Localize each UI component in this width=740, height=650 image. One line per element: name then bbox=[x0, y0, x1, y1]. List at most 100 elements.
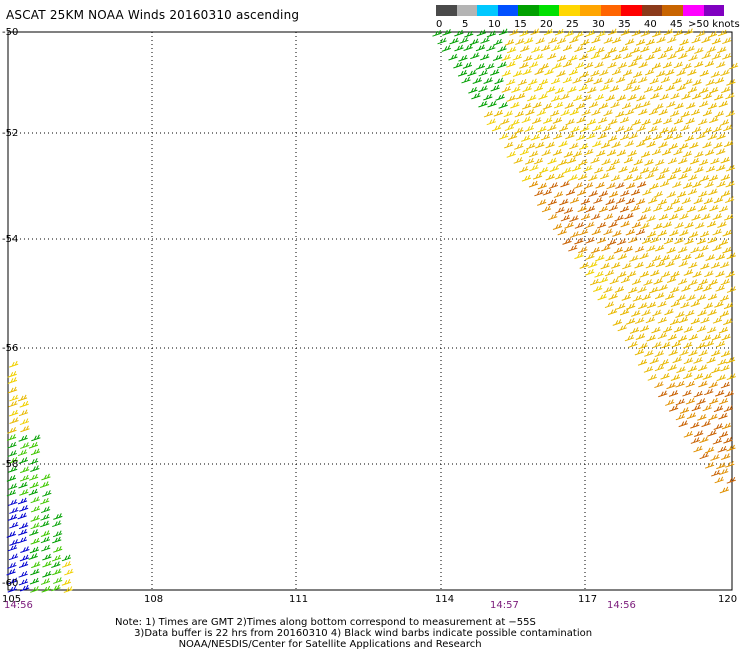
wind-barb bbox=[726, 373, 736, 381]
wind-barb bbox=[471, 92, 481, 100]
wind-barb bbox=[691, 126, 702, 134]
wind-barb bbox=[711, 37, 722, 45]
wind-barb bbox=[566, 157, 577, 164]
wind-barb bbox=[728, 62, 739, 70]
wind-barb bbox=[528, 78, 538, 86]
wind-barb bbox=[622, 52, 633, 60]
wind-barb bbox=[535, 141, 545, 149]
wind-barb bbox=[18, 570, 28, 578]
wind-barb bbox=[548, 213, 558, 221]
wind-barb bbox=[653, 191, 663, 198]
wind-barb bbox=[620, 220, 630, 228]
wind-barb bbox=[690, 317, 701, 325]
wind-barb bbox=[711, 53, 721, 60]
legend-tick-label: 15 bbox=[514, 19, 527, 30]
wind-barb bbox=[543, 28, 554, 36]
wind-barb bbox=[591, 213, 601, 221]
wind-barb bbox=[628, 60, 638, 68]
wind-barb bbox=[611, 36, 622, 44]
wind-barb bbox=[689, 157, 700, 165]
wind-barb bbox=[545, 141, 555, 149]
wind-barb bbox=[583, 165, 593, 172]
wind-barb bbox=[707, 236, 717, 244]
legend-tick-label: 40 bbox=[644, 19, 657, 30]
wind-barb bbox=[557, 228, 567, 236]
wind-barb bbox=[652, 204, 663, 212]
lon-label: 117 bbox=[578, 594, 598, 605]
wind-barbs bbox=[6, 28, 739, 593]
wind-barb bbox=[17, 394, 28, 402]
wind-barb bbox=[674, 102, 684, 110]
wind-barb bbox=[637, 286, 647, 293]
wind-barb bbox=[7, 585, 17, 593]
wind-barb bbox=[718, 100, 728, 108]
wind-barb bbox=[687, 188, 698, 196]
wind-barb bbox=[691, 36, 701, 44]
wind-barb bbox=[28, 553, 38, 560]
wind-barb bbox=[621, 102, 632, 110]
wind-barb bbox=[547, 198, 558, 206]
wind-barb bbox=[40, 536, 51, 544]
wind-barb bbox=[670, 198, 681, 205]
wind-barb bbox=[723, 124, 733, 132]
wind-barb bbox=[702, 92, 712, 100]
wind-barb bbox=[634, 245, 645, 253]
wind-barb bbox=[562, 60, 573, 68]
wind-barb bbox=[510, 119, 520, 126]
wind-barb bbox=[601, 158, 611, 166]
wind-barb bbox=[649, 182, 659, 190]
wind-barb bbox=[614, 286, 625, 293]
wind-barb bbox=[673, 61, 683, 69]
wind-barb bbox=[652, 30, 662, 38]
wind-barb bbox=[686, 102, 696, 109]
wind-barb bbox=[61, 579, 71, 586]
wind-barb bbox=[499, 132, 509, 140]
wind-barb bbox=[698, 278, 708, 286]
wind-barb bbox=[613, 246, 623, 254]
wind-barb bbox=[654, 364, 665, 372]
time-label: 14:57 bbox=[490, 600, 519, 611]
wind-barb bbox=[604, 301, 615, 309]
wind-barb bbox=[725, 196, 735, 204]
wind-barb bbox=[667, 126, 678, 134]
wind-barb bbox=[7, 562, 17, 569]
wind-barb bbox=[592, 124, 602, 132]
wind-barb bbox=[478, 85, 488, 93]
wind-barb bbox=[574, 237, 584, 245]
wind-barb bbox=[529, 164, 539, 172]
wind-barb bbox=[660, 167, 670, 174]
wind-barb bbox=[688, 231, 699, 238]
wind-barb bbox=[647, 374, 657, 381]
wind-barb bbox=[514, 127, 524, 134]
wind-speed-legend bbox=[436, 5, 725, 16]
wind-barb bbox=[657, 300, 667, 308]
wind-barb bbox=[701, 334, 712, 342]
wind-barb bbox=[721, 453, 731, 460]
wind-barb bbox=[483, 93, 493, 101]
wind-barb bbox=[504, 141, 514, 149]
legend-swatch bbox=[538, 5, 560, 16]
wind-barb bbox=[638, 61, 648, 69]
wind-barb bbox=[704, 149, 715, 156]
wind-barb bbox=[697, 309, 707, 317]
legend-swatch bbox=[456, 5, 478, 16]
wind-barb bbox=[676, 69, 686, 76]
wind-barb bbox=[725, 92, 735, 100]
wind-barb bbox=[432, 29, 442, 37]
wind-barb bbox=[714, 301, 724, 308]
wind-barb bbox=[666, 276, 677, 283]
wind-barb bbox=[648, 197, 658, 204]
wind-barb bbox=[531, 46, 541, 53]
wind-barb bbox=[468, 86, 478, 94]
wind-barb bbox=[562, 76, 573, 84]
wind-barb bbox=[702, 373, 712, 380]
wind-barb bbox=[504, 124, 515, 132]
wind-barb bbox=[19, 554, 30, 562]
wind-barb bbox=[709, 116, 719, 124]
wind-barb bbox=[598, 190, 609, 198]
wind-barb bbox=[605, 198, 615, 206]
wind-barb bbox=[29, 481, 39, 489]
legend-tick-label: 10 bbox=[488, 19, 501, 30]
wind-barb bbox=[586, 132, 596, 140]
wind-barb bbox=[569, 215, 579, 222]
